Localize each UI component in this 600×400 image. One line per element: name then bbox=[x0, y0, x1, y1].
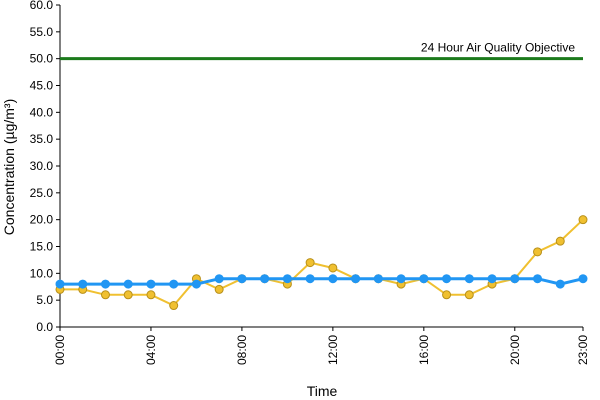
data-point bbox=[123, 279, 133, 289]
data-point bbox=[328, 274, 338, 284]
y-tick-label: 50.0 bbox=[30, 52, 54, 66]
data-point bbox=[282, 274, 292, 284]
data-point bbox=[169, 301, 179, 311]
data-point bbox=[169, 279, 179, 289]
data-point bbox=[442, 274, 452, 284]
data-point bbox=[533, 274, 543, 284]
data-point bbox=[305, 258, 315, 268]
series-line bbox=[60, 218, 584, 307]
x-tick-label: 12:00 bbox=[326, 335, 340, 365]
y-tick-label: 5.0 bbox=[36, 293, 53, 307]
reference-line-group: 24 Hour Air Quality Objective bbox=[60, 41, 583, 61]
x-tick-label: 00:00 bbox=[53, 335, 67, 365]
y-tick-label: 35.0 bbox=[30, 132, 54, 146]
data-point bbox=[214, 274, 224, 284]
data-point bbox=[260, 274, 270, 284]
data-point bbox=[442, 290, 452, 300]
data-point bbox=[237, 274, 247, 284]
y-axis-title: Concentration (µg/m³) bbox=[1, 99, 17, 235]
data-point bbox=[464, 290, 474, 300]
data-point bbox=[123, 290, 133, 300]
x-axis-title: Time bbox=[307, 383, 338, 399]
x-axis: 00:00 04:00 08:00 12:00 16:00 20:00 23:00 bbox=[53, 326, 590, 365]
series-group bbox=[55, 215, 588, 311]
data-point bbox=[328, 263, 338, 273]
y-tick-label: 40.0 bbox=[30, 105, 54, 119]
data-point bbox=[78, 279, 88, 289]
y-tick-label: 0.0 bbox=[36, 320, 53, 334]
data-point bbox=[146, 290, 156, 300]
data-point bbox=[487, 274, 497, 284]
x-tick-label: 04:00 bbox=[144, 335, 158, 365]
data-point bbox=[555, 279, 565, 289]
data-point bbox=[100, 279, 110, 289]
data-point bbox=[533, 247, 543, 257]
y-tick-label: 10.0 bbox=[30, 266, 54, 280]
series-1 bbox=[55, 274, 588, 289]
data-point bbox=[555, 236, 565, 246]
x-tick-label: 20:00 bbox=[508, 335, 522, 365]
data-point bbox=[351, 274, 361, 284]
y-tick-label: 25.0 bbox=[30, 186, 54, 200]
y-tick-label: 55.0 bbox=[30, 25, 54, 39]
x-tick-label: 08:00 bbox=[235, 335, 249, 365]
y-tick-label: 60.0 bbox=[30, 0, 54, 12]
data-point bbox=[510, 274, 520, 284]
y-axis: 0.0 5.0 10.0 15.0 20.0 25.0 30.0 35.0 40.0 45.0 50… bbox=[30, 0, 61, 334]
y-tick-label: 20.0 bbox=[30, 213, 54, 227]
y-tick-label: 30.0 bbox=[30, 159, 54, 173]
data-point bbox=[464, 274, 474, 284]
data-point bbox=[419, 274, 429, 284]
data-point bbox=[214, 284, 224, 294]
data-point bbox=[305, 274, 315, 284]
data-point bbox=[191, 279, 201, 289]
data-point bbox=[100, 290, 110, 300]
y-tick-label: 45.0 bbox=[30, 79, 54, 93]
data-point bbox=[55, 279, 65, 289]
series-0 bbox=[55, 215, 588, 311]
data-point bbox=[373, 274, 383, 284]
data-point bbox=[146, 279, 156, 289]
x-tick-label: 16:00 bbox=[417, 335, 431, 365]
data-point bbox=[578, 215, 588, 225]
data-point bbox=[396, 274, 406, 284]
data-point bbox=[578, 274, 588, 284]
objective-label: 24 Hour Air Quality Objective bbox=[421, 41, 575, 55]
y-tick-label: 15.0 bbox=[30, 240, 54, 254]
x-tick-label: 23:00 bbox=[576, 335, 590, 365]
